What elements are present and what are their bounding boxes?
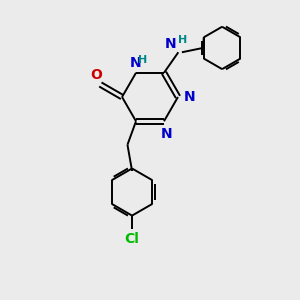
Text: N: N	[165, 37, 177, 51]
Text: O: O	[90, 68, 102, 82]
Text: Cl: Cl	[124, 232, 140, 246]
Text: H: H	[138, 55, 147, 64]
Text: H: H	[178, 35, 188, 45]
Text: N: N	[160, 127, 172, 140]
Text: N: N	[130, 56, 141, 70]
Text: N: N	[183, 90, 195, 104]
